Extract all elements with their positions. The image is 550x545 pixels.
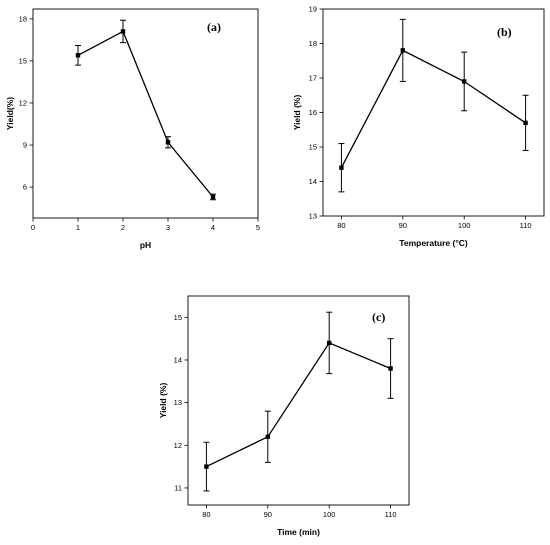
plot-frame-a: [32, 8, 259, 219]
x-axis-title-c: Time (min): [277, 527, 320, 537]
panel-label-c: (c): [372, 310, 385, 324]
y-axis-title-c: Yield (%): [158, 383, 168, 419]
y-tick-label: 12: [174, 441, 182, 450]
y-tick-label: 6: [23, 183, 27, 192]
x-tick-label: 110: [520, 221, 532, 230]
y-tick-label: 14: [174, 356, 182, 365]
y-tick-label: 11: [174, 484, 182, 493]
y-axis-title-b: Yield (%): [292, 95, 302, 131]
x-axis-title-a: pH: [140, 240, 151, 250]
data-point: [265, 434, 271, 439]
y-tick-label: 13: [174, 398, 182, 407]
series-b: [338, 18, 529, 193]
data-point: [75, 53, 81, 58]
y-ticks-a: 6 9 12 15 18: [19, 14, 33, 192]
series-line: [77, 30, 214, 198]
y-tick-label: 16: [309, 108, 317, 117]
chart-panel-b: (b) Temperature (°C) Yield (%) 80 90 100 11…: [292, 5, 545, 248]
x-tick-label: 100: [458, 221, 471, 230]
series-a: [75, 19, 216, 201]
x-tick-label: 110: [385, 510, 397, 519]
y-tick-label: 15: [174, 313, 182, 322]
series-line: [206, 342, 391, 468]
data-point: [339, 165, 344, 170]
data-point: [388, 366, 393, 371]
x-ticks-b: 80 90 100 110: [337, 216, 532, 230]
y-tick-label: 14: [309, 177, 317, 186]
x-tick-label: 5: [256, 223, 260, 232]
x-tick-label: 80: [202, 510, 210, 519]
y-tick-label: 15: [19, 56, 27, 65]
x-tick-label: 4: [211, 223, 215, 232]
x-tick-label: 100: [323, 510, 336, 519]
panel-label-a: (a): [207, 20, 221, 34]
data-point: [461, 79, 467, 84]
panel-label-b: (b): [497, 25, 512, 39]
chart-panel-c: (c) Time (min) Yield (%) 80 90 100 110 11 12…: [158, 295, 410, 537]
data-point: [165, 140, 171, 145]
data-point: [326, 340, 332, 346]
y-tick-label: 18: [19, 14, 27, 23]
x-ticks-c: 80 90 100 110: [202, 505, 397, 519]
y-tick-label: 15: [309, 143, 317, 152]
y-ticks-c: 11 12 13 14 15: [174, 313, 188, 493]
x-tick-label: 90: [264, 510, 272, 519]
x-tick-label: 3: [166, 223, 170, 232]
y-axis-title-a: Yield(%): [5, 97, 15, 130]
y-ticks-b: 13 14 15 16 17 18 19: [309, 5, 323, 221]
y-tick-label: 17: [309, 74, 317, 83]
y-tick-label: 18: [309, 39, 317, 48]
x-tick-label: 90: [399, 221, 407, 230]
series-c: [203, 311, 394, 492]
y-tick-label: 9: [23, 141, 27, 150]
x-tick-label: 2: [121, 223, 125, 232]
y-tick-label: 19: [309, 5, 317, 14]
data-point: [204, 464, 209, 469]
y-tick-label: 13: [309, 212, 317, 221]
data-point: [400, 48, 406, 53]
y-tick-label: 12: [19, 99, 27, 108]
x-ticks-a: 0 1 2 3 4 5: [31, 218, 260, 232]
series-line: [340, 49, 526, 169]
x-tick-label: 0: [31, 223, 35, 232]
plot-frame-c: [187, 295, 410, 506]
data-point: [210, 194, 216, 200]
x-axis-title-b: Temperature (°C): [399, 238, 468, 248]
x-tick-label: 1: [76, 223, 80, 232]
data-point: [120, 29, 126, 34]
x-tick-label: 80: [337, 221, 345, 230]
data-point: [523, 120, 528, 126]
